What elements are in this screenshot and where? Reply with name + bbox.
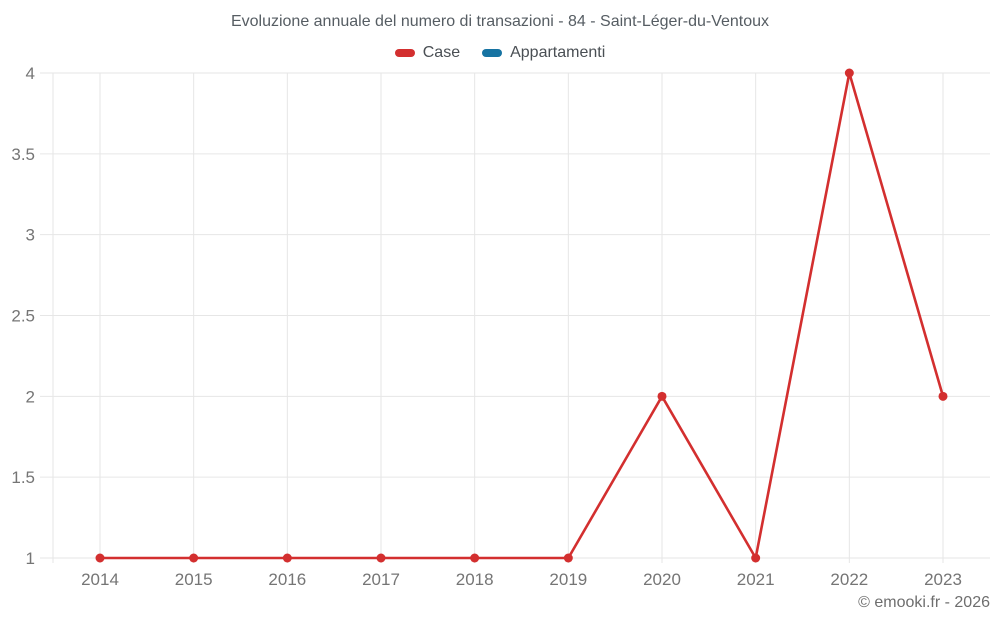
x-axis-tick-label: 2017: [362, 570, 400, 589]
data-point-case-2020[interactable]: [657, 391, 667, 401]
legend-label-appartamenti: Appartamenti: [510, 44, 606, 61]
x-axis-tick-label: 2014: [81, 570, 119, 589]
data-point-case-2023[interactable]: [938, 391, 948, 401]
x-axis-tick-label: 2021: [737, 570, 775, 589]
data-point-case-2022[interactable]: [844, 68, 854, 78]
x-axis-tick-label: 2015: [175, 570, 213, 589]
y-axis-tick-label: 1.5: [11, 468, 35, 487]
series-line-case: [100, 71, 945, 560]
data-point-case-2014[interactable]: [95, 553, 105, 563]
data-point-case-2019[interactable]: [563, 553, 573, 563]
attribution-text: © emooki.fr - 2026: [858, 594, 990, 611]
legend-item-appartamenti[interactable]: Appartamenti: [482, 44, 605, 62]
x-axis-tick-label: 2018: [456, 570, 494, 589]
y-axis-tick-label: 3.5: [11, 145, 35, 164]
y-axis-tick-label: 3: [26, 226, 35, 245]
y-axis-tick-label: 4: [26, 64, 35, 83]
x-axis-tick-label: 2020: [643, 570, 681, 589]
x-axis-tick-label: 2016: [268, 570, 306, 589]
y-axis-tick-label: 2.5: [11, 307, 35, 326]
legend-item-case[interactable]: Case: [394, 44, 461, 62]
chart-title: Evoluzione annuale del numero di transaz…: [230, 13, 770, 30]
data-point-case-2018[interactable]: [470, 553, 480, 563]
y-axis-tick-label: 2: [26, 387, 35, 406]
x-axis-tick-label: 2023: [924, 570, 962, 589]
data-point-case-2015[interactable]: [189, 553, 199, 563]
data-point-case-2016[interactable]: [282, 553, 292, 563]
x-axis-tick-label: 2019: [549, 570, 587, 589]
case-swatch-icon: [394, 49, 415, 57]
appartamenti-swatch-icon: [482, 49, 503, 57]
legend: Case Appartamenti: [0, 44, 1000, 62]
legend-label-case: Case: [422, 44, 461, 61]
y-axis-tick-label: 1: [26, 549, 35, 568]
data-point-case-2017[interactable]: [376, 553, 386, 563]
data-point-case-2021[interactable]: [751, 553, 761, 563]
x-axis-tick-label: 2022: [830, 570, 868, 589]
